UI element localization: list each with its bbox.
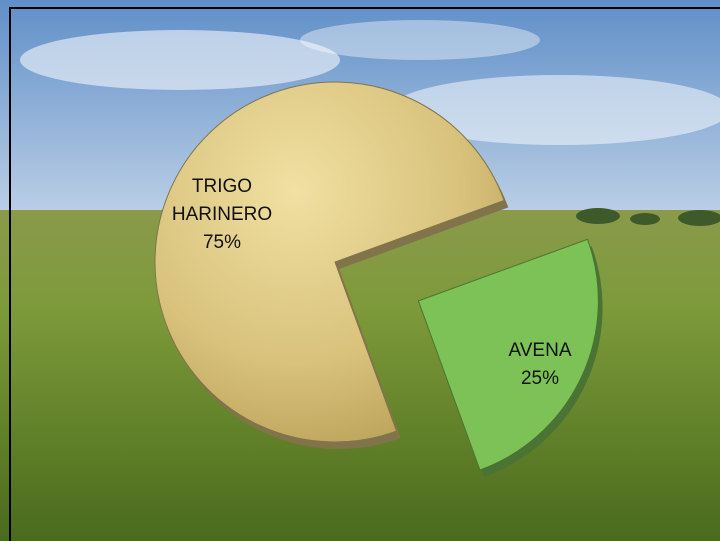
slice (417, 238, 599, 471)
slice-label: AVENA 25% (495, 337, 585, 393)
slice-group (154, 81, 509, 449)
category-label: AVENA (508, 340, 572, 361)
slice-group (417, 238, 603, 478)
value-label: 75% (202, 232, 242, 253)
category-label: TRIGO HARINERO (171, 176, 273, 225)
slice-label: TRIGO HARINERO 75% (167, 173, 277, 257)
value-label: 25% (520, 368, 560, 389)
slice (154, 81, 505, 443)
